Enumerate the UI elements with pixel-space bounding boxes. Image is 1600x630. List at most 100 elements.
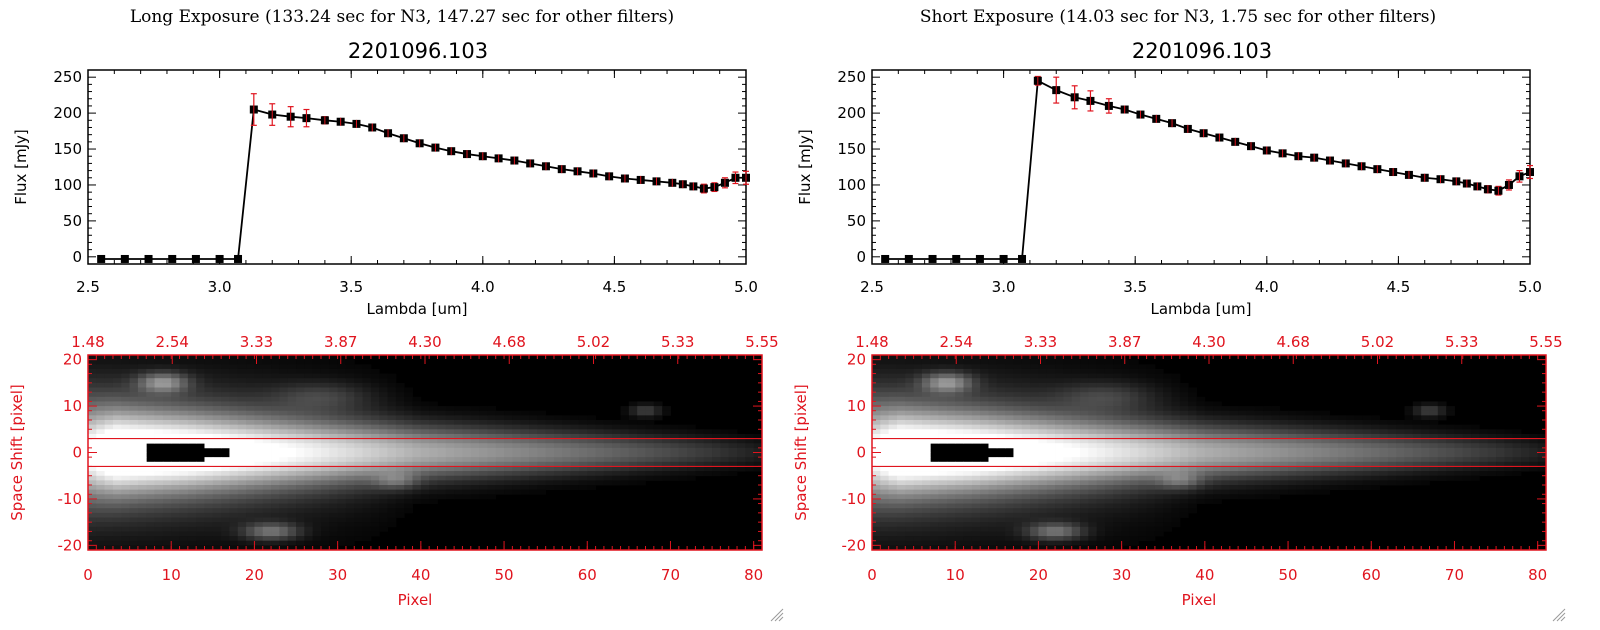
plot-frame (871, 69, 1531, 265)
x-tick-label: 3.0 (208, 278, 232, 296)
x-tick-label: 70 (1445, 566, 1464, 584)
y-tick-label: 100 (837, 176, 866, 194)
spectral-image-plot: 0 10 20 30 40 50 60 70 80 1.48 2.54 3.33 3.87 4.30 4.6… (792, 333, 1563, 609)
top-tick-label: 1.48 (855, 333, 888, 351)
x-tick-label: 70 (661, 566, 680, 584)
y-tick-label: 250 (837, 68, 866, 86)
x-tick-label: 10 (162, 566, 181, 584)
data-point (928, 254, 937, 263)
data-point (904, 254, 913, 263)
y-tick-label: 10 (847, 397, 866, 415)
y-tick-label: 20 (63, 351, 82, 369)
y-tick-label: 0 (856, 248, 866, 266)
y-tick-label: -10 (842, 490, 867, 508)
plot-title: 2201096.103 (1132, 39, 1272, 63)
y-axis-title: Space Shift [pixel] (792, 384, 810, 521)
x-tick-label: 3.5 (1123, 278, 1147, 296)
y-axis-title: Space Shift [pixel] (8, 384, 26, 521)
y-axis-title: Flux [mJy] (796, 129, 814, 205)
y-tick-label: -20 (842, 536, 867, 554)
x-axis-title: Lambda [um] (367, 300, 468, 318)
data-point (881, 254, 890, 263)
data-point (952, 254, 961, 263)
y-tick-label: 50 (847, 212, 866, 230)
x-tick-label: 60 (578, 566, 597, 584)
x-tick-label: 0 (83, 566, 93, 584)
y-tick-label: 0 (72, 444, 82, 462)
top-tick-label: 2.54 (156, 333, 189, 351)
x-tick-label: 5.0 (734, 278, 758, 296)
y-tick-label: 250 (53, 68, 82, 86)
top-tick-label: 3.87 (1108, 333, 1141, 351)
y-axis-title: Flux [mJy] (12, 129, 30, 205)
panel-heading: Long Exposure (133.24 sec for N3, 147.27… (130, 7, 674, 27)
x-tick-label: 80 (1528, 566, 1547, 584)
top-tick-label: 5.33 (1445, 333, 1478, 351)
top-tick-label: 2.54 (940, 333, 973, 351)
x-tick-label: 50 (495, 566, 514, 584)
top-tick-label: 4.30 (1192, 333, 1225, 351)
data-point (144, 254, 153, 263)
spectral-image-plot: 0 10 20 30 40 50 60 70 80 1.48 2.54 3.33 3.87 4.30 4.6… (8, 333, 779, 609)
plot-title: 2201096.103 (348, 39, 488, 63)
x-tick-label: 5.0 (1518, 278, 1542, 296)
x-axis-title: Pixel (1182, 591, 1217, 609)
x-tick-label: 4.5 (602, 278, 626, 296)
y-tick-label: 150 (837, 140, 866, 158)
flux-line (885, 79, 1531, 260)
y-tick-label: 200 (53, 104, 82, 122)
top-tick-label: 5.02 (577, 333, 610, 351)
data-point (234, 254, 243, 263)
data-point (168, 254, 177, 263)
data-point (120, 254, 129, 263)
top-tick-label: 4.68 (1277, 333, 1310, 351)
x-tick-label: 60 (1362, 566, 1381, 584)
data-point (215, 254, 224, 263)
image-pixels (872, 355, 1547, 551)
x-tick-label: 30 (328, 566, 347, 584)
top-tick-label: 3.33 (240, 333, 273, 351)
y-tick-label: 20 (847, 351, 866, 369)
spectrum-plot: 2.5 3.0 3.5 4.0 4.5 5.0 0 50 100 150 200 250 Lambda … (796, 68, 1542, 318)
data-point (999, 254, 1008, 263)
x-tick-label: 40 (411, 566, 430, 584)
top-tick-label: 5.55 (1529, 333, 1562, 351)
x-tick-label: 3.5 (339, 278, 363, 296)
y-tick-label: 200 (837, 104, 866, 122)
plot-frame (87, 69, 747, 265)
top-tick-label: 5.02 (1361, 333, 1394, 351)
image-pixels (88, 355, 763, 551)
short-exposure-panel: Short Exposure (14.03 sec for N3, 1.75 s… (792, 7, 1563, 609)
long-exposure-panel: Long Exposure (133.24 sec for N3, 147.27… (8, 7, 779, 609)
x-tick-label: 30 (1112, 566, 1131, 584)
x-axis-title: Pixel (398, 591, 433, 609)
y-tick-label: 0 (72, 248, 82, 266)
x-tick-label: 50 (1279, 566, 1298, 584)
y-tick-label: 100 (53, 176, 82, 194)
x-tick-label: 10 (946, 566, 965, 584)
x-tick-label: 4.0 (1255, 278, 1279, 296)
y-tick-label: -10 (58, 490, 83, 508)
data-point (191, 254, 200, 263)
top-tick-label: 3.87 (324, 333, 357, 351)
resize-grip-icon[interactable] (770, 608, 784, 622)
spectrum-plot: 2.5 3.0 3.5 4.0 4.5 5.0 0 50 100 150 200 250 Lambda … (12, 68, 758, 318)
panel-heading: Short Exposure (14.03 sec for N3, 1.75 s… (920, 7, 1436, 27)
y-tick-label: 150 (53, 140, 82, 158)
y-tick-label: 50 (63, 212, 82, 230)
resize-grip-icon[interactable] (1552, 608, 1566, 622)
data-point (97, 254, 106, 263)
x-tick-label: 2.5 (860, 278, 884, 296)
top-tick-label: 4.68 (493, 333, 526, 351)
top-tick-label: 5.33 (661, 333, 694, 351)
x-tick-label: 20 (1029, 566, 1048, 584)
top-tick-label: 1.48 (71, 333, 104, 351)
flux-line (101, 108, 746, 260)
y-tick-label: 0 (856, 444, 866, 462)
x-tick-label: 40 (1195, 566, 1214, 584)
x-tick-label: 3.0 (992, 278, 1016, 296)
x-axis-title: Lambda [um] (1151, 300, 1252, 318)
data-point (975, 254, 984, 263)
x-tick-label: 20 (245, 566, 264, 584)
